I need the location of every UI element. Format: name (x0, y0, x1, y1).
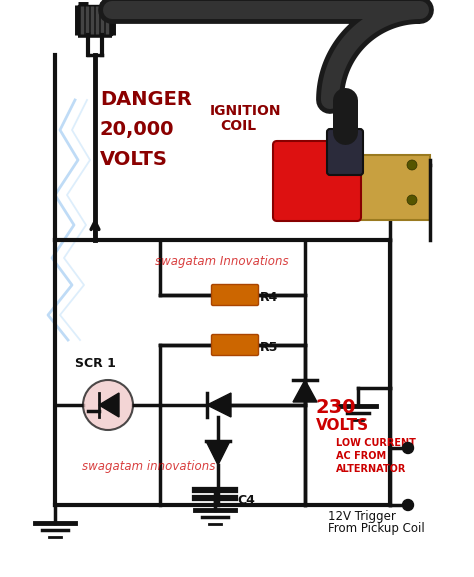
Text: R5: R5 (260, 341, 278, 354)
Text: DANGER: DANGER (100, 90, 192, 109)
FancyBboxPatch shape (275, 155, 430, 220)
Text: 12V Trigger: 12V Trigger (328, 510, 396, 523)
Text: swagatam Innovations: swagatam Innovations (155, 255, 289, 268)
Text: From Pickup Coil: From Pickup Coil (328, 522, 425, 535)
Polygon shape (99, 393, 119, 417)
Text: VOLTS: VOLTS (100, 150, 168, 169)
FancyBboxPatch shape (273, 141, 361, 221)
Circle shape (402, 443, 413, 454)
FancyBboxPatch shape (211, 284, 258, 305)
Polygon shape (293, 380, 317, 402)
FancyBboxPatch shape (78, 5, 112, 35)
Text: 20,000: 20,000 (100, 120, 174, 139)
FancyBboxPatch shape (322, 167, 358, 218)
Circle shape (282, 195, 292, 205)
Text: swagatam innovations: swagatam innovations (82, 460, 215, 473)
Polygon shape (206, 441, 230, 465)
Text: ALTERNATOR: ALTERNATOR (336, 464, 406, 474)
Text: 230: 230 (316, 398, 356, 417)
Text: LOW CURRENT: LOW CURRENT (336, 438, 416, 448)
Text: AC FROM: AC FROM (336, 451, 386, 461)
Circle shape (402, 500, 413, 511)
Text: COIL: COIL (220, 119, 256, 133)
Circle shape (83, 380, 133, 430)
Text: IGNITION: IGNITION (210, 104, 282, 118)
Circle shape (282, 160, 292, 170)
Text: SCR 1: SCR 1 (75, 357, 116, 370)
Text: VOLTS: VOLTS (316, 418, 369, 433)
FancyBboxPatch shape (327, 129, 363, 175)
Circle shape (407, 160, 417, 170)
Text: R4: R4 (260, 291, 278, 304)
Circle shape (407, 195, 417, 205)
Text: C4: C4 (237, 494, 255, 507)
FancyBboxPatch shape (211, 335, 258, 355)
Polygon shape (207, 393, 231, 417)
